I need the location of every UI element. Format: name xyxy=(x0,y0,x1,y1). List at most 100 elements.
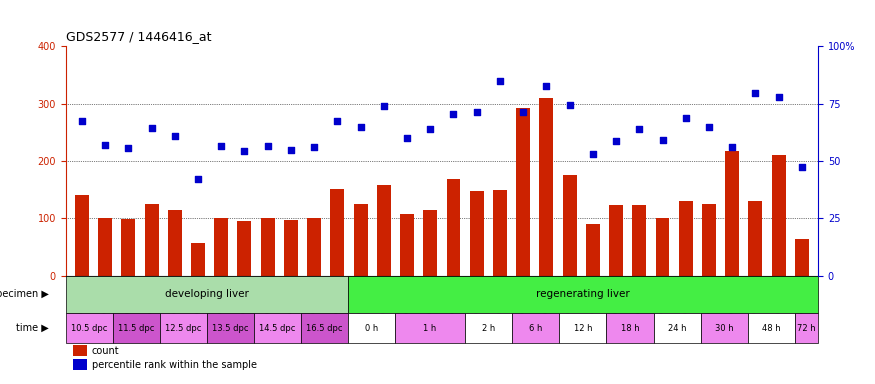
Point xyxy=(794,164,808,170)
Bar xyxy=(772,155,786,276)
Bar xyxy=(606,313,654,343)
Bar xyxy=(122,219,136,276)
Text: developing liver: developing liver xyxy=(164,289,248,299)
Bar xyxy=(446,179,460,276)
Text: 13.5 dpc: 13.5 dpc xyxy=(212,324,248,333)
Text: 18 h: 18 h xyxy=(620,324,640,333)
Point xyxy=(122,145,136,151)
Bar xyxy=(748,201,762,276)
Text: 72 h: 72 h xyxy=(797,324,816,333)
Text: GDS2577 / 1446416_at: GDS2577 / 1446416_at xyxy=(66,30,211,43)
Bar xyxy=(424,210,438,276)
Bar xyxy=(395,313,466,343)
Bar xyxy=(348,313,395,343)
Point xyxy=(702,124,716,130)
Text: 24 h: 24 h xyxy=(668,324,686,333)
Bar xyxy=(466,313,513,343)
Bar xyxy=(331,189,345,276)
Text: percentile rank within the sample: percentile rank within the sample xyxy=(92,360,257,370)
Bar xyxy=(307,218,321,276)
Point xyxy=(191,176,205,182)
Bar xyxy=(586,223,599,276)
Bar xyxy=(98,218,112,276)
Bar xyxy=(168,210,182,276)
Text: 14.5 dpc: 14.5 dpc xyxy=(259,324,296,333)
Bar xyxy=(377,185,391,276)
Point xyxy=(75,118,89,124)
Point xyxy=(539,83,553,89)
Point xyxy=(261,143,275,149)
Bar xyxy=(513,313,559,343)
Text: time ▶: time ▶ xyxy=(17,323,49,333)
Point xyxy=(633,126,647,132)
Text: regenerating liver: regenerating liver xyxy=(536,289,630,299)
Bar xyxy=(214,218,228,276)
Text: 1 h: 1 h xyxy=(424,324,437,333)
Point xyxy=(168,132,182,139)
Text: 11.5 dpc: 11.5 dpc xyxy=(118,324,154,333)
Bar xyxy=(747,313,794,343)
Point xyxy=(563,102,577,108)
Point xyxy=(424,126,438,132)
Text: 30 h: 30 h xyxy=(715,324,733,333)
Bar xyxy=(74,345,87,356)
Text: 10.5 dpc: 10.5 dpc xyxy=(71,324,108,333)
Point xyxy=(772,94,786,100)
Text: 16.5 dpc: 16.5 dpc xyxy=(306,324,342,333)
Bar xyxy=(206,313,254,343)
Bar xyxy=(191,243,205,276)
Bar xyxy=(655,218,669,276)
Point xyxy=(586,151,600,157)
Point xyxy=(470,109,484,115)
Bar xyxy=(470,192,484,276)
Bar xyxy=(679,201,693,276)
Bar xyxy=(66,276,348,313)
Bar xyxy=(609,205,623,276)
Point xyxy=(214,143,228,149)
Text: specimen ▶: specimen ▶ xyxy=(0,289,49,299)
Bar xyxy=(284,220,298,276)
Bar xyxy=(160,313,206,343)
Text: 12.5 dpc: 12.5 dpc xyxy=(165,324,201,333)
Text: 48 h: 48 h xyxy=(762,324,780,333)
Point xyxy=(655,137,669,143)
Point xyxy=(609,138,623,144)
Bar xyxy=(493,190,507,276)
Bar xyxy=(144,204,158,276)
Text: 2 h: 2 h xyxy=(482,324,495,333)
Bar xyxy=(74,359,87,370)
Text: 6 h: 6 h xyxy=(529,324,542,333)
Point xyxy=(493,78,507,84)
Bar xyxy=(559,313,606,343)
Bar xyxy=(66,313,113,343)
Bar xyxy=(701,313,747,343)
Bar xyxy=(702,204,716,276)
Bar xyxy=(633,205,647,276)
Point xyxy=(516,109,530,115)
Point xyxy=(400,135,414,141)
Bar xyxy=(516,108,530,276)
Text: count: count xyxy=(92,346,120,356)
Text: 0 h: 0 h xyxy=(365,324,378,333)
Bar xyxy=(794,313,818,343)
Bar xyxy=(794,238,808,276)
Bar xyxy=(354,204,367,276)
Bar xyxy=(348,276,818,313)
Bar xyxy=(237,221,251,276)
Point xyxy=(725,144,739,150)
Bar xyxy=(261,218,275,276)
Point xyxy=(98,142,112,148)
Point xyxy=(237,147,251,154)
Point xyxy=(144,125,158,131)
Bar xyxy=(654,313,701,343)
Point xyxy=(284,147,298,153)
Point xyxy=(377,103,391,109)
Point xyxy=(446,111,460,117)
Bar xyxy=(400,214,414,276)
Bar xyxy=(113,313,160,343)
Bar xyxy=(725,151,739,276)
Point xyxy=(354,124,367,130)
Bar xyxy=(301,313,348,343)
Point xyxy=(331,118,345,124)
Bar xyxy=(539,98,553,276)
